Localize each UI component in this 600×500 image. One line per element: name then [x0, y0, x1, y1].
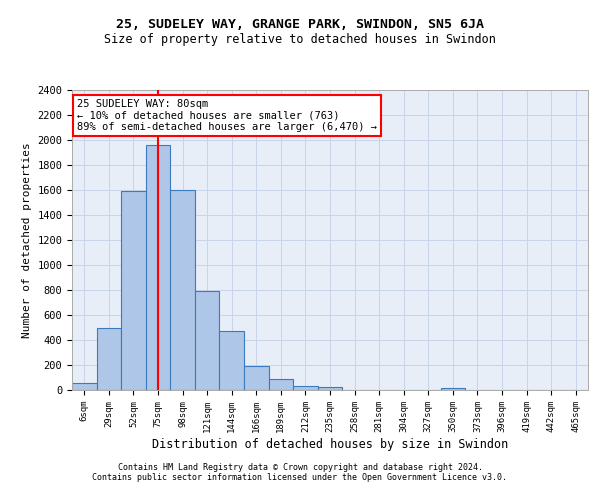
- Bar: [440, 388, 465, 390]
- Text: Contains public sector information licensed under the Open Government Licence v3: Contains public sector information licen…: [92, 472, 508, 482]
- Bar: [121, 191, 146, 390]
- Bar: [97, 328, 121, 390]
- Text: Size of property relative to detached houses in Swindon: Size of property relative to detached ho…: [104, 32, 496, 46]
- Text: 25, SUDELEY WAY, GRANGE PARK, SWINDON, SN5 6JA: 25, SUDELEY WAY, GRANGE PARK, SWINDON, S…: [116, 18, 484, 30]
- Bar: [269, 379, 293, 390]
- X-axis label: Distribution of detached houses by size in Swindon: Distribution of detached houses by size …: [152, 438, 508, 450]
- Bar: [146, 145, 170, 390]
- Bar: [170, 190, 195, 390]
- Bar: [293, 386, 318, 390]
- Bar: [220, 331, 244, 390]
- Text: Contains HM Land Registry data © Crown copyright and database right 2024.: Contains HM Land Registry data © Crown c…: [118, 462, 482, 471]
- Y-axis label: Number of detached properties: Number of detached properties: [22, 142, 32, 338]
- Bar: [195, 291, 220, 390]
- Text: 25 SUDELEY WAY: 80sqm
← 10% of detached houses are smaller (763)
89% of semi-det: 25 SUDELEY WAY: 80sqm ← 10% of detached …: [77, 99, 377, 132]
- Bar: [318, 387, 342, 390]
- Bar: [244, 366, 269, 390]
- Bar: [72, 382, 97, 390]
